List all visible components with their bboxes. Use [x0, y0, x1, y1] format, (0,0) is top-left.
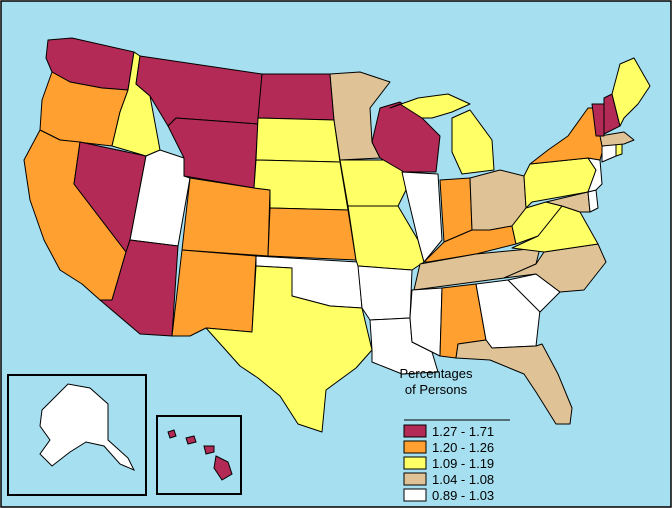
legend-label: 1.27 - 1.71 [432, 424, 494, 439]
legend-title-line1: Percentages [400, 366, 473, 381]
state-hawaii-big-island [213, 455, 233, 481]
state-michigan-upper [389, 93, 471, 119]
state-rhode-island [615, 143, 623, 157]
state-south-dakota [255, 117, 341, 163]
state-massachusetts [599, 131, 635, 147]
state-north-carolina [503, 243, 607, 293]
state-hawaii-kauai [167, 429, 177, 439]
state-texas [205, 265, 373, 433]
state-delaware [587, 189, 599, 213]
state-north-dakota [257, 73, 335, 121]
state-vermont [591, 103, 605, 137]
state-kansas [267, 207, 357, 261]
state-colorado [181, 177, 271, 257]
state-michigan [451, 109, 495, 175]
state-arkansas [357, 265, 413, 321]
legend-swatch [403, 472, 427, 486]
legend-swatch [403, 456, 427, 470]
legend-label: 0.89 - 1.03 [432, 488, 494, 503]
state-hawaii-maui [203, 445, 215, 455]
hawaii-inset-box [156, 415, 242, 495]
legend-label: 1.04 - 1.08 [432, 472, 494, 487]
legend-label: 1.09 - 1.19 [432, 456, 494, 471]
legend-label: 1.20 - 1.26 [432, 440, 494, 455]
legend: Percentages of Persons 1.27 - 1.711.20 -… [400, 366, 510, 503]
state-maryland [545, 191, 591, 213]
state-hawaii-oahu [185, 435, 197, 445]
state-maine [611, 57, 651, 127]
state-florida [455, 339, 573, 425]
legend-swatch [403, 488, 427, 502]
legend-title-line2: of Persons [405, 382, 468, 397]
legend-swatch [403, 440, 427, 454]
legend-swatch [403, 424, 427, 438]
state-missouri [347, 205, 425, 271]
state-arizona [99, 239, 179, 337]
state-alaska [39, 383, 136, 471]
state-new-mexico [171, 249, 257, 337]
